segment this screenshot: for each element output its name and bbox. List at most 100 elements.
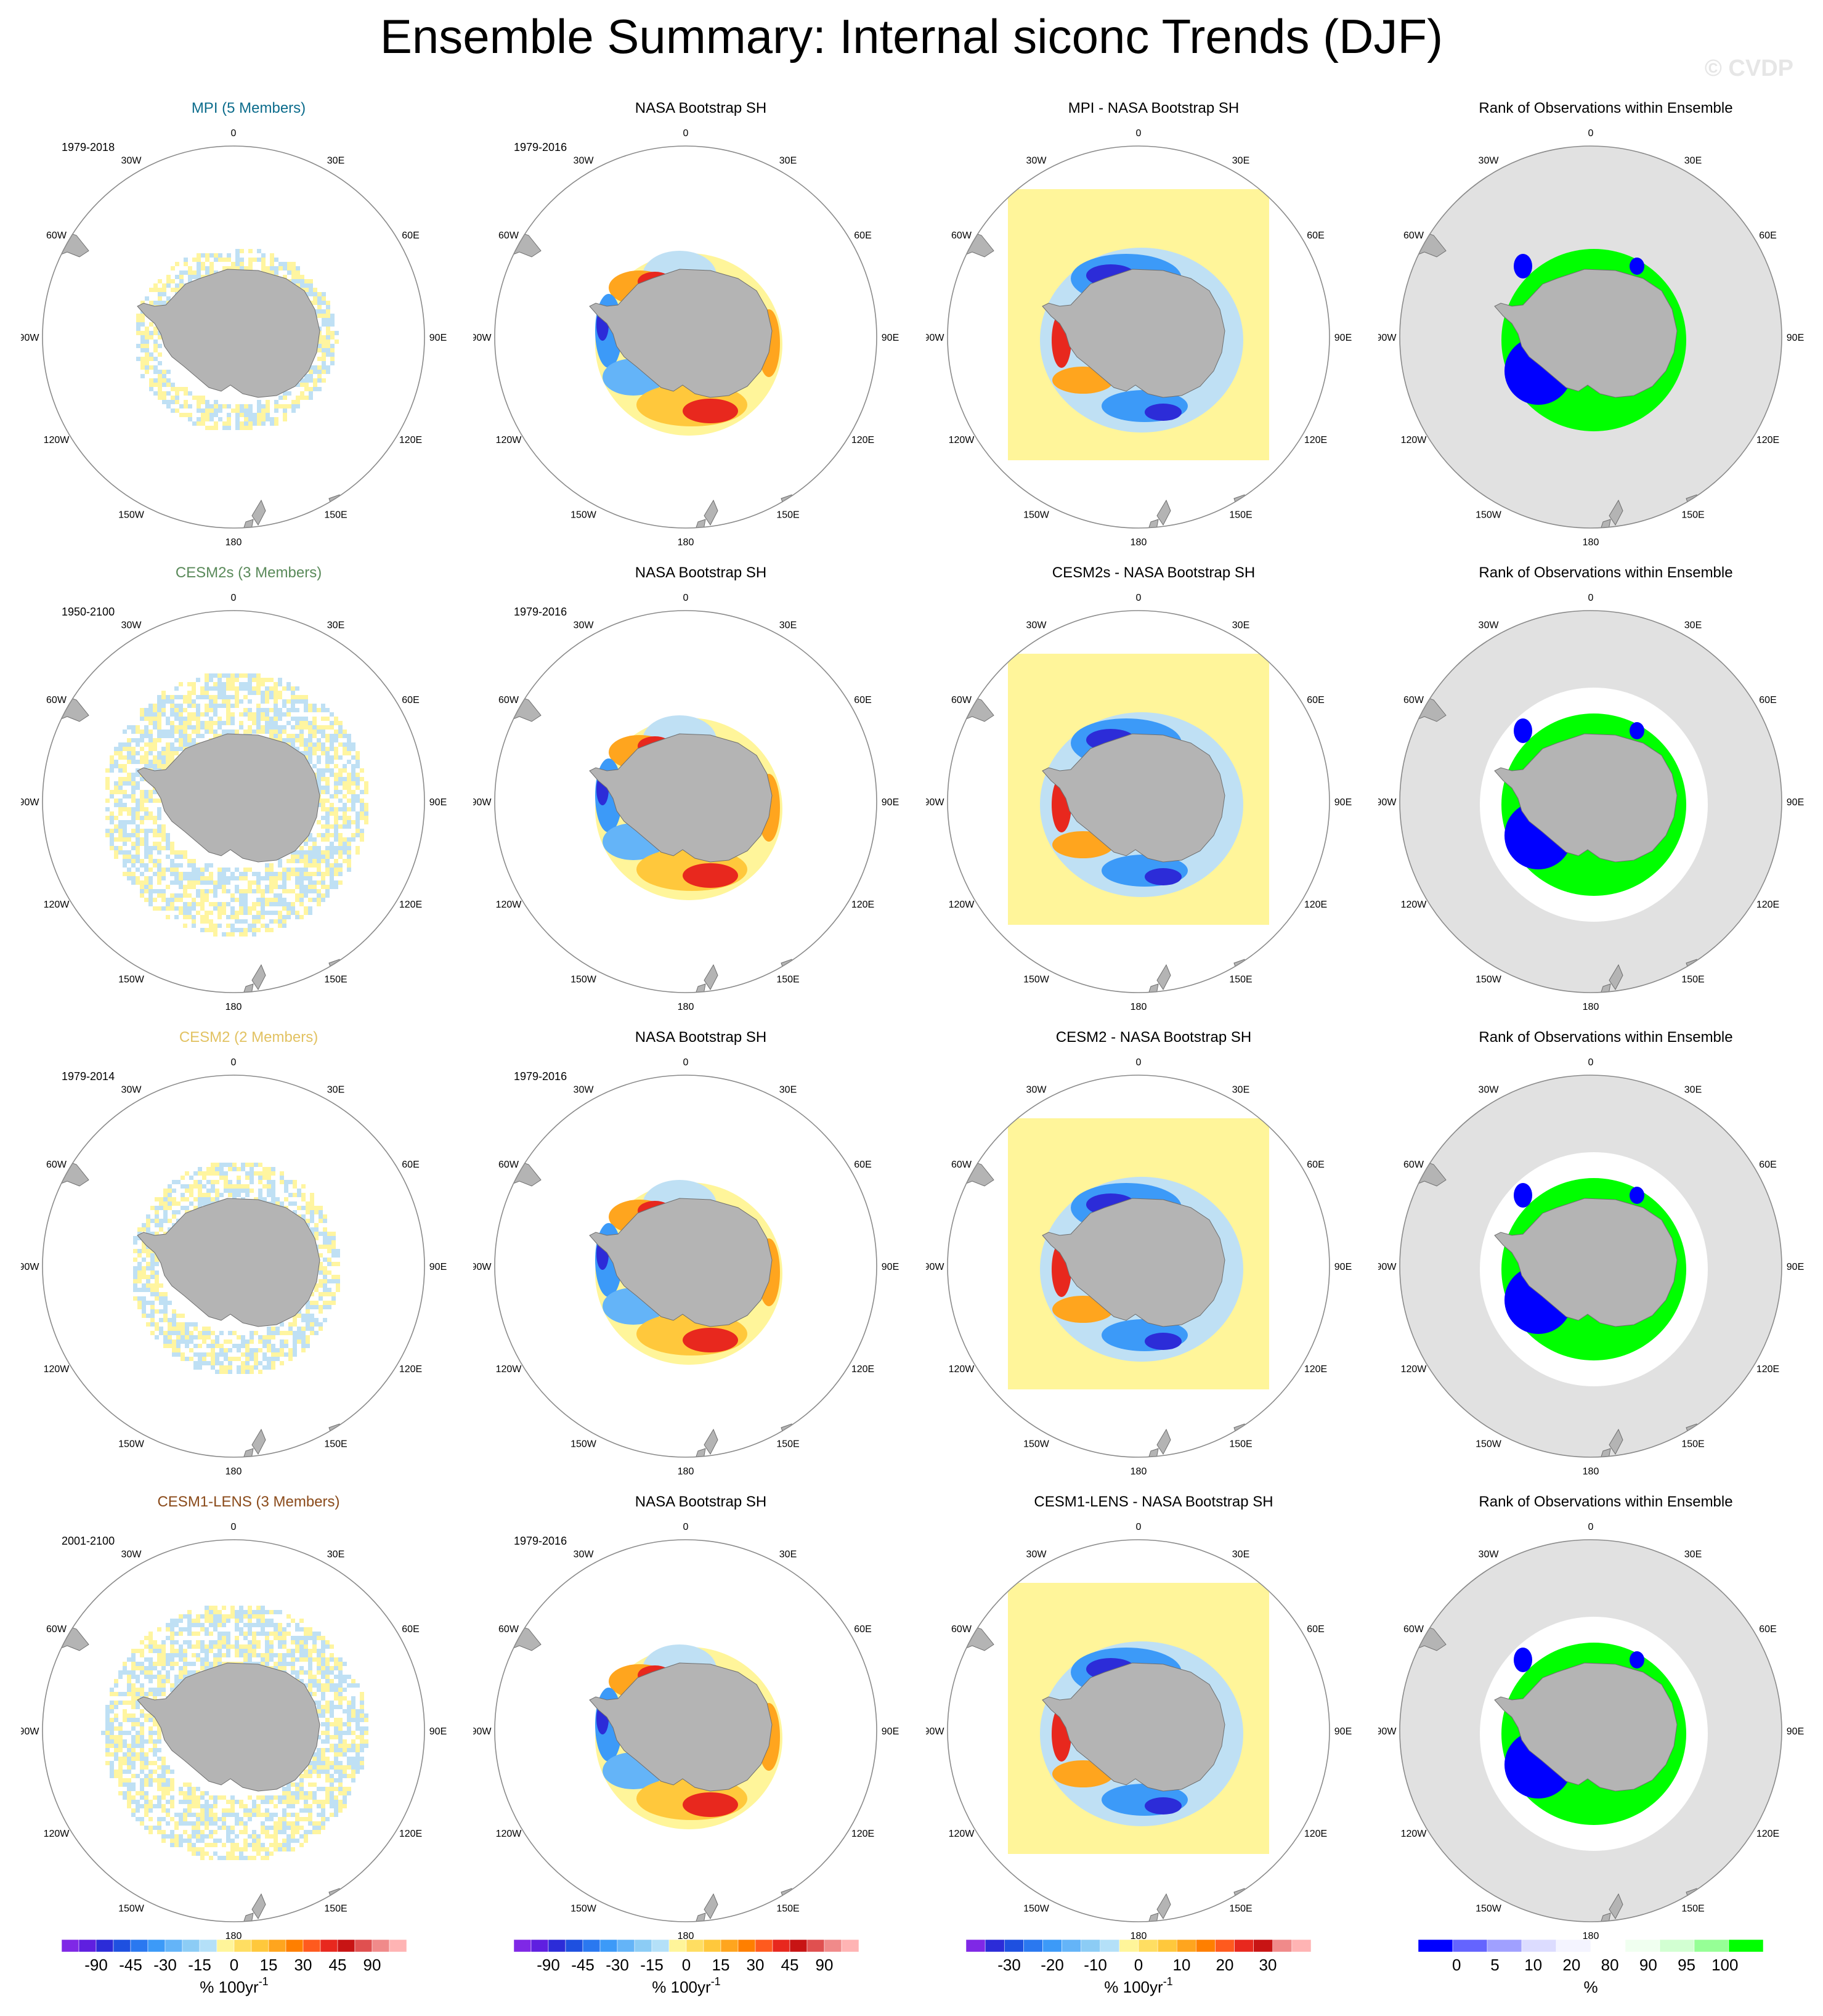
longitude-label: 120W <box>949 1364 975 1375</box>
longitude-label: 60E <box>402 230 419 241</box>
longitude-label: 0 <box>231 1522 237 1532</box>
colorbar-swatch <box>841 1940 859 1953</box>
colorbar-swatch <box>268 1940 286 1953</box>
watermark-logo: © CVDP <box>1704 55 1793 81</box>
longitude-label: 120W <box>1401 1364 1427 1375</box>
longitude-label: 30W <box>121 1549 142 1559</box>
longitude-label: 150W <box>1023 1904 1050 1914</box>
colorbar-tick: 100 <box>1711 1956 1738 1974</box>
longitude-label: 150E <box>1681 1439 1704 1450</box>
map-boundary <box>42 1075 425 1458</box>
colorbar-tick: 30 <box>294 1956 312 1974</box>
longitude-label: 60E <box>402 695 419 705</box>
longitude-label: 90E <box>882 1726 899 1737</box>
colorbar-unit-text: % 100yr <box>652 1978 711 1996</box>
longitude-label: 90E <box>1334 1726 1352 1737</box>
longitude-label: 90E <box>882 797 899 808</box>
longitude-label: 150W <box>570 1904 597 1914</box>
colorbar: -90 -45 -30 -15 0 15 30 45 90 % 100yr-1 <box>514 1940 859 2007</box>
longitude-label: 150E <box>324 975 347 985</box>
longitude-label: 90W <box>926 797 944 808</box>
longitude-label: 30W <box>121 155 142 166</box>
map-boundary <box>947 610 1330 993</box>
colorbar-swatch <box>216 1940 235 1953</box>
map-boundary <box>42 1539 425 1922</box>
panel-title: Rank of Observations within Ensemble <box>1479 1494 1733 1510</box>
longitude-label: 30E <box>779 1549 797 1559</box>
longitude-label: 90W <box>1378 1262 1397 1272</box>
colorbar-tick: 30 <box>747 1956 765 1974</box>
longitude-label: 120E <box>1756 1364 1779 1375</box>
colorbar-swatch <box>251 1940 269 1953</box>
polar-map: 0 30E 60E 90E 120E 150E 180 150W 120W 90W 60W 30W <box>1378 593 1804 1012</box>
colorbar-swatch <box>1590 1940 1626 1953</box>
longitude-label: 90E <box>1787 1726 1804 1737</box>
longitude-label: 150E <box>324 1904 347 1914</box>
longitude-label: 90W <box>473 797 492 808</box>
colorbar-tick: -30 <box>997 1956 1021 1974</box>
longitude-label: 60W <box>46 230 67 241</box>
longitude-label: 90W <box>21 797 39 808</box>
longitude-label: 0 <box>683 128 689 139</box>
longitude-label: 90E <box>429 333 447 343</box>
colorbar-unit: % 100yr-1 <box>200 1975 268 1996</box>
map-boundary <box>1399 1539 1782 1922</box>
colorbar-swatch <box>1694 1940 1729 1953</box>
map-panel-rank: Rank of Observations within Ensemble 0 30E… <box>1378 100 1823 564</box>
longitude-label: 180 <box>225 1931 242 1941</box>
longitude-label: 0 <box>683 1057 689 1068</box>
colorbar-tick: 0 <box>230 1956 238 1974</box>
colorbar-swatch <box>530 1940 549 1953</box>
longitude-label: 180 <box>1131 1466 1147 1477</box>
longitude-label: 30E <box>327 620 344 630</box>
longitude-label: 120W <box>1401 900 1427 910</box>
panel-title: Rank of Observations within Ensemble <box>1479 100 1733 116</box>
longitude-label: 120W <box>949 900 975 910</box>
colorbar-swatch <box>337 1940 355 1953</box>
longitude-label: 0 <box>1588 1057 1594 1068</box>
panel-title: CESM2s - NASA Bootstrap SH <box>1052 564 1256 581</box>
panel-title: Rank of Observations within Ensemble <box>1479 564 1733 581</box>
colorbar-swatch <box>1659 1940 1695 1953</box>
longitude-label: 60W <box>46 1624 67 1635</box>
longitude-label: 90W <box>473 1262 492 1272</box>
colorbar-tick: 5 <box>1490 1956 1499 1974</box>
longitude-label: 60W <box>1403 695 1424 705</box>
longitude-label: 60W <box>951 695 972 705</box>
longitude-label: 150E <box>776 975 799 985</box>
longitude-label: 90W <box>926 1726 944 1737</box>
colorbar-tick: -15 <box>640 1956 664 1974</box>
longitude-label: 60E <box>1307 1160 1324 1170</box>
longitude-label: 30W <box>1479 620 1500 630</box>
colorbar-swatch <box>737 1940 756 1953</box>
longitude-label: 120W <box>44 900 70 910</box>
longitude-label: 120E <box>1304 1364 1327 1375</box>
colorbar-swatch <box>1728 1940 1763 1953</box>
polar-map: 0 30E 60E 90E 120E 150E 180 150W 120W 90W 60W 30W <box>1378 1057 1804 1477</box>
longitude-label: 0 <box>1136 128 1142 139</box>
polar-map: 0 30E 60E 90E 120E 150E 180 150W 120W 90W 60W 30W <box>473 128 899 548</box>
longitude-label: 60W <box>46 1160 67 1170</box>
longitude-label: 90E <box>1334 797 1352 808</box>
longitude-label: 150W <box>1023 975 1050 985</box>
polar-map: 0 30E 60E 90E 120E 150E 180 150W 120W 90W 60W 30W <box>926 593 1352 1012</box>
map-boundary <box>42 610 425 993</box>
map-boundary <box>494 1539 877 1922</box>
longitude-label: 120E <box>851 435 874 445</box>
colorbar-swatch <box>1138 1940 1158 1953</box>
colorbar-unit: % <box>1583 1978 1598 1996</box>
longitude-label: 150E <box>1681 510 1704 521</box>
longitude-label: 120E <box>851 1829 874 1839</box>
longitude-label: 0 <box>1588 593 1594 603</box>
period-label: 1979-2016 <box>514 1535 567 1547</box>
longitude-label: 120W <box>44 1364 70 1375</box>
longitude-label: 30E <box>327 1084 344 1095</box>
longitude-label: 180 <box>678 537 694 548</box>
longitude-label: 30W <box>1026 155 1047 166</box>
polar-map: 0 30E 60E 90E 120E 150E 180 150W 120W 90W 60W 30W <box>926 1057 1352 1477</box>
colorbar-unit-exponent: -1 <box>1163 1975 1173 1988</box>
longitude-label: 120E <box>1304 435 1327 445</box>
longitude-label: 30W <box>1026 1084 1047 1095</box>
panel-title: NASA Bootstrap SH <box>635 100 767 116</box>
colorbar-tick: 0 <box>1134 1956 1143 1974</box>
